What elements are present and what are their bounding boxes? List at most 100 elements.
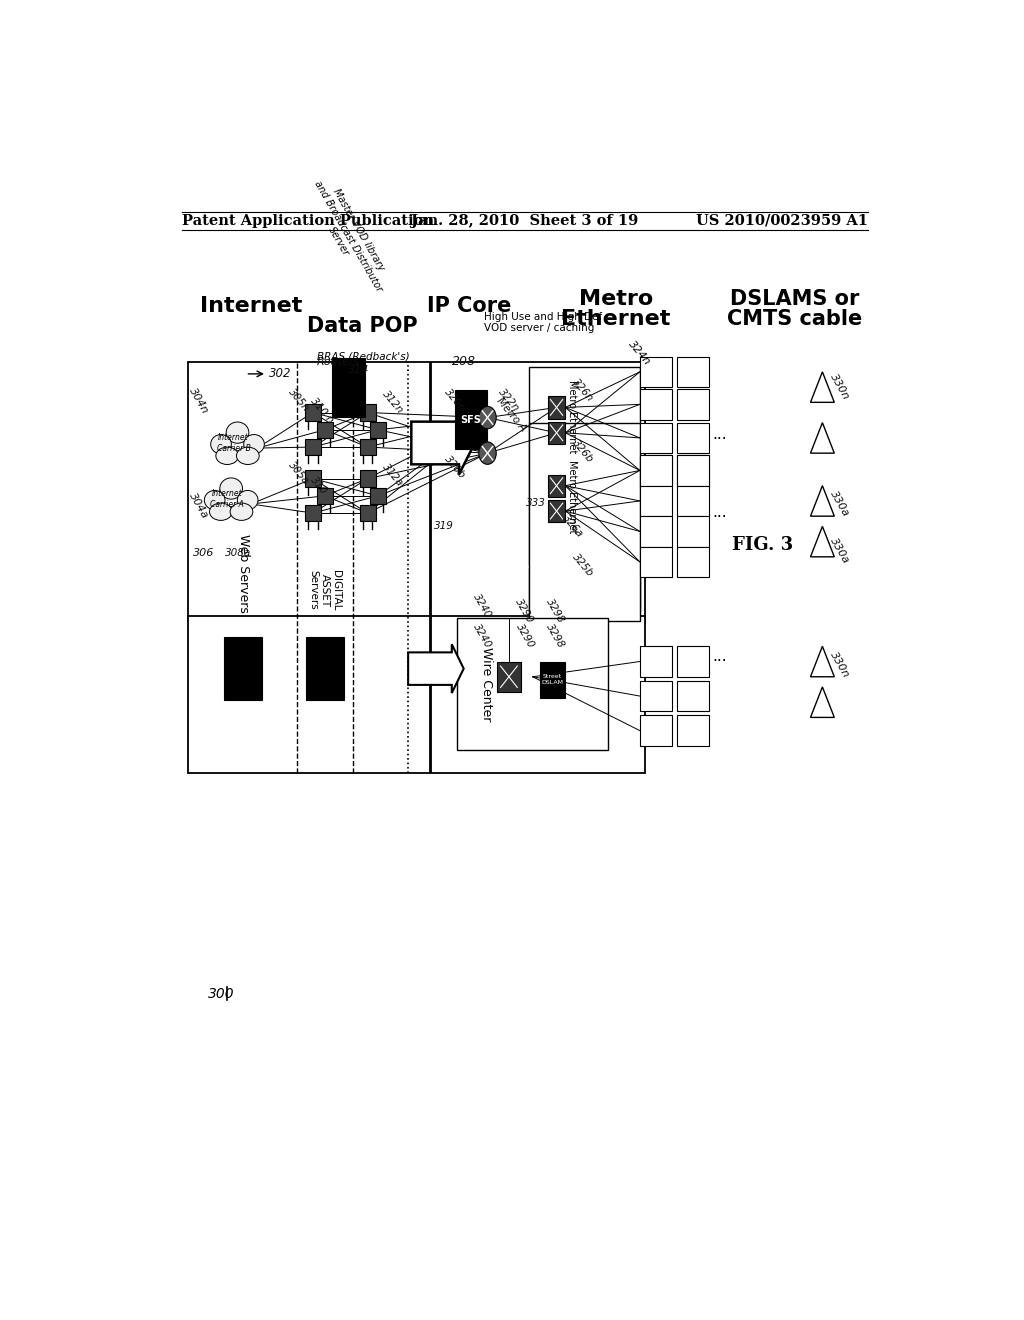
FancyArrow shape [409,644,464,693]
Text: Internet: Internet [200,296,302,315]
Text: Ethernet: Ethernet [561,309,671,329]
Text: 322n: 322n [497,387,521,413]
Polygon shape [811,527,835,557]
Bar [188,615,430,774]
Text: 326b: 326b [570,438,596,465]
Bar [548,396,565,418]
Bar [640,647,672,677]
Bar [305,506,321,521]
Text: 304a: 304a [187,491,210,521]
Bar [431,615,645,774]
Text: IP Core: IP Core [427,296,511,315]
Text: 305n: 305n [287,387,311,413]
Text: 3298: 3298 [544,597,565,624]
Text: DSLAMS or: DSLAMS or [730,289,859,309]
Text: Master VOD library
and Broadcast Distributor
Server: Master VOD library and Broadcast Distrib… [303,173,394,298]
Polygon shape [811,486,835,516]
Text: FIG. 3: FIG. 3 [732,536,794,553]
Ellipse shape [210,503,232,520]
Text: Web Servers: Web Servers [237,533,250,612]
Bar [677,422,709,453]
Text: 312a: 312a [380,462,404,488]
Bar [640,455,672,486]
Text: 3298: 3298 [545,622,566,649]
Bar [640,486,672,516]
Text: 3290: 3290 [514,597,536,624]
Text: 300: 300 [208,987,234,1001]
Text: 325b: 325b [570,552,596,578]
Text: Internet
Carrier B: Internet Carrier B [217,433,251,453]
Bar [316,421,333,438]
Bar [370,421,386,438]
Ellipse shape [216,447,239,465]
Text: 324n: 324n [627,339,652,367]
Text: DIGITAL
ASSET
Servers: DIGITAL ASSET Servers [308,570,341,611]
Bar [528,568,640,611]
Bar [359,440,376,455]
Text: ...: ... [712,428,727,442]
Bar [305,440,321,455]
Bar [188,362,430,620]
Bar [305,404,321,421]
Text: 330n: 330n [828,372,851,401]
Bar [332,358,366,417]
Bar [548,421,565,444]
Bar [359,404,376,421]
Text: 305a: 305a [287,461,311,487]
Text: CMTS cable: CMTS cable [727,309,862,329]
Text: 312n: 312n [380,389,406,416]
Bar [359,506,376,521]
Bar [677,486,709,516]
Text: Internet
Carrier A: Internet Carrier A [210,490,244,508]
Bar [359,470,376,487]
Bar [677,715,709,746]
Ellipse shape [244,434,264,454]
Text: 310: 310 [309,475,330,496]
Text: ...: ... [712,504,727,520]
Ellipse shape [230,503,253,520]
Text: Metro A: Metro A [495,396,528,433]
Text: 320n: 320n [442,387,467,413]
Text: Jan. 28, 2010  Sheet 3 of 19: Jan. 28, 2010 Sheet 3 of 19 [412,214,638,228]
Bar [224,638,262,700]
Text: High Use and High Def
VOD server / caching: High Use and High Def VOD server / cachi… [483,312,602,333]
Text: 314: 314 [348,364,370,375]
Bar [640,715,672,746]
Text: 330n: 330n [828,649,851,680]
Text: 306: 306 [194,548,214,558]
Text: Routers: Routers [316,356,360,367]
Bar [528,422,640,620]
Text: 304n: 304n [187,385,210,414]
Text: 320b: 320b [442,454,467,480]
Bar [640,516,672,546]
Text: 330a: 330a [828,536,851,565]
Text: 302: 302 [269,367,292,380]
Bar [640,681,672,711]
Bar [528,367,640,565]
Bar [548,500,565,523]
Bar [677,455,709,486]
Bar [677,647,709,677]
Text: 310 n: 310 n [309,396,336,425]
Text: SFS: SFS [461,414,481,425]
Polygon shape [811,422,835,453]
Bar [640,422,672,453]
Polygon shape [811,647,835,677]
Text: US 2010/0023959 A1: US 2010/0023959 A1 [695,214,867,228]
Text: 333: 333 [526,498,546,508]
Bar [640,546,672,577]
Polygon shape [811,686,835,718]
Text: Data POP: Data POP [307,317,418,337]
Text: Patent Application Publication: Patent Application Publication [182,214,434,228]
Bar [497,661,521,692]
Bar [640,455,672,486]
Text: Metro Ethernet: Metro Ethernet [567,380,578,453]
Text: 326a: 326a [560,513,585,540]
Ellipse shape [211,434,231,454]
Bar [548,474,565,496]
Bar [640,389,672,420]
Text: Street
DSLAM: Street DSLAM [542,675,563,685]
Bar [316,487,333,504]
Bar [431,362,645,620]
FancyArrow shape [412,412,475,474]
